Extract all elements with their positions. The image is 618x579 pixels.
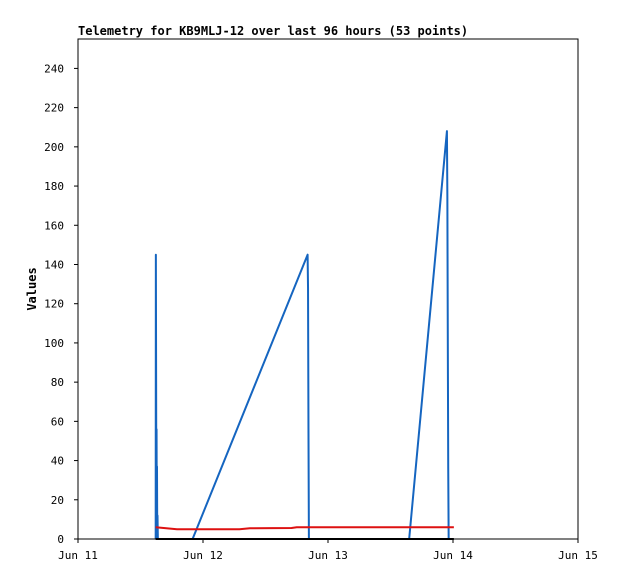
y-tick-label: 200 bbox=[44, 141, 64, 154]
plot-frame bbox=[77, 38, 579, 540]
y-axis-label: Values bbox=[25, 267, 39, 310]
y-tick-label: 240 bbox=[44, 62, 64, 75]
x-axis: Jun 11 Jun 12 Jun 13 Jun 14 Jun 15 bbox=[58, 539, 598, 562]
x-tick-label: Jun 13 bbox=[308, 549, 348, 562]
series-line-2 bbox=[155, 526, 454, 531]
x-tick-label: Jun 15 bbox=[558, 549, 598, 562]
y-tick-label: 180 bbox=[44, 180, 64, 193]
chart-title: Telemetry for KB9MLJ-12 over last 96 hou… bbox=[78, 24, 468, 38]
y-tick-label: 60 bbox=[51, 415, 64, 428]
y-tick-label: 20 bbox=[51, 494, 64, 507]
y-tick-label: 220 bbox=[44, 102, 64, 115]
y-tick-label: 100 bbox=[44, 337, 64, 350]
series-line-1 bbox=[154, 130, 450, 540]
series-layer bbox=[154, 130, 454, 540]
x-tick-label: Jun 11 bbox=[58, 549, 98, 562]
x-tick-label: Jun 12 bbox=[183, 549, 223, 562]
y-tick-label: 40 bbox=[51, 455, 64, 468]
y-axis: 0 20 40 60 80 100 120 140 160 180 200 220 240 bbox=[44, 62, 78, 546]
y-tick-label: 0 bbox=[57, 533, 64, 546]
x-tick-label: Jun 14 bbox=[433, 549, 473, 562]
y-tick-label: 160 bbox=[44, 219, 64, 232]
y-tick-label: 140 bbox=[44, 258, 64, 271]
y-tick-label: 80 bbox=[51, 376, 64, 389]
y-tick-label: 120 bbox=[44, 298, 64, 311]
